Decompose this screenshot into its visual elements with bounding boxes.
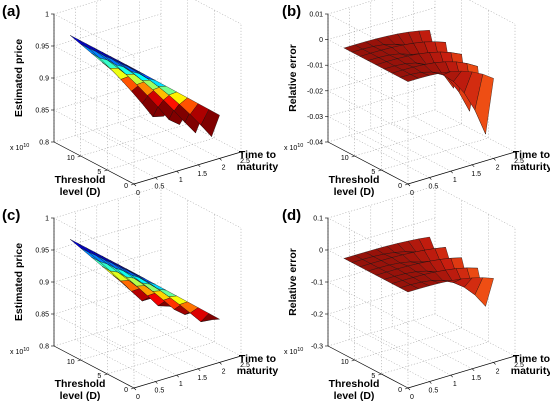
y-tick-label: 0 bbox=[124, 183, 128, 190]
panel-label: (c) bbox=[2, 207, 20, 224]
surface-cell bbox=[69, 239, 89, 253]
x-tick-label: 0 bbox=[136, 190, 140, 197]
z-tick-label: 0.95 bbox=[35, 44, 49, 51]
y-tick-label: 10 bbox=[341, 359, 349, 366]
z-tick-label: 0.01 bbox=[309, 12, 323, 19]
y-tick-label: 0 bbox=[398, 183, 402, 190]
x-tick-label: 2.5 bbox=[514, 362, 524, 369]
z-tick-label: 0.8 bbox=[39, 344, 49, 351]
tick-labels: 0 0.5 1 1.5 2 2.5 0 5 10 -0.3 -0.2 -0.1 0 0.1 bbox=[311, 216, 524, 402]
y-tick-label: 10 bbox=[67, 359, 75, 366]
surface bbox=[343, 236, 494, 307]
z-tick-label: -0.2 bbox=[311, 312, 323, 319]
x-tick-label: 0 bbox=[410, 394, 414, 401]
surface bbox=[69, 35, 220, 137]
y-tick-label: 5 bbox=[371, 169, 375, 176]
x-axis-title: Time to maturity bbox=[511, 149, 550, 173]
x-axis-title: Time to maturity bbox=[237, 353, 279, 377]
y-tick-label: 0 bbox=[124, 387, 128, 394]
panel-a: 0 0.5 1 1.5 2 2.5 0 5 10 0.8 0.85 0.9 0.95 1 x 1010 Tim… bbox=[2, 0, 278, 198]
x-tick-label: 0.5 bbox=[155, 388, 165, 395]
y-exponent-label: x 1010 bbox=[10, 143, 29, 152]
z-tick-label: 0 bbox=[319, 37, 323, 44]
axis-frame bbox=[53, 218, 242, 389]
surface-cell bbox=[474, 73, 494, 135]
x-tick-label: 0.5 bbox=[429, 184, 439, 191]
surface bbox=[343, 30, 494, 135]
surface-cell bbox=[474, 277, 494, 307]
z-tick-label: 0.95 bbox=[35, 248, 49, 255]
z-tick-label: 0.9 bbox=[39, 76, 49, 83]
surface-cell bbox=[200, 109, 220, 137]
x-tick-label: 0.5 bbox=[155, 184, 165, 191]
z-axis-title: Estimated price bbox=[13, 39, 25, 117]
x-tick-label: 2.5 bbox=[514, 158, 524, 165]
z-axis-title: Relative error bbox=[287, 44, 299, 112]
x-tick-label: 1 bbox=[179, 381, 183, 388]
panel-label: (b) bbox=[282, 3, 301, 20]
z-axis-title: Estimated price bbox=[13, 243, 25, 321]
y-axis-title: Threshold level (D) bbox=[329, 378, 380, 402]
x-tick-label: 1.5 bbox=[471, 375, 481, 382]
z-tick-label: 0.85 bbox=[35, 312, 49, 319]
x-tick-label: 1 bbox=[453, 177, 457, 184]
axis-frame bbox=[327, 14, 516, 185]
x-tick-label: 1.5 bbox=[197, 171, 207, 178]
z-tick-label: 1 bbox=[45, 216, 49, 223]
z-tick-label: 0.9 bbox=[39, 280, 49, 287]
panel-label: (a) bbox=[2, 3, 20, 20]
x-tick-label: 1 bbox=[179, 177, 183, 184]
z-tick-label: 0.85 bbox=[35, 108, 49, 115]
z-tick-label: 1 bbox=[45, 12, 49, 19]
z-tick-label: -0.01 bbox=[307, 63, 323, 70]
y-tick-label: 10 bbox=[341, 155, 349, 162]
y-exponent-label: x 1010 bbox=[10, 347, 29, 356]
x-tick-label: 2.5 bbox=[240, 362, 250, 369]
z-tick-label: -0.3 bbox=[311, 344, 323, 351]
panel-b: 0 0.5 1 1.5 2 2.5 0 5 10 -0.04 -0.03 -0.02 -0.01 0 0.0… bbox=[282, 0, 550, 198]
tick-labels: 0 0.5 1 1.5 2 2.5 0 5 10 0.8 0.85 0.9 0.95 1 bbox=[35, 216, 250, 402]
x-tick-label: 1.5 bbox=[471, 171, 481, 178]
x-axis-title: Time to maturity bbox=[511, 353, 550, 377]
z-tick-label: 0.8 bbox=[39, 140, 49, 147]
y-tick-label: 5 bbox=[371, 373, 375, 380]
y-tick-label: 10 bbox=[67, 155, 75, 162]
z-tick-label: 0.1 bbox=[313, 216, 323, 223]
x-tick-label: 2 bbox=[496, 368, 500, 375]
x-axis-title: Time to maturity bbox=[237, 149, 279, 173]
z-tick-label: -0.02 bbox=[307, 88, 323, 95]
tick-labels: 0 0.5 1 1.5 2 2.5 0 5 10 0.8 0.85 0.9 0.95 1 bbox=[35, 12, 250, 198]
surface-cell bbox=[69, 35, 89, 49]
tick-labels: 0 0.5 1 1.5 2 2.5 0 5 10 -0.04 -0.03 -0.02 -0.01 0 0.0… bbox=[307, 12, 524, 198]
z-axis-title: Relative error bbox=[287, 248, 299, 316]
x-tick-label: 1 bbox=[453, 381, 457, 388]
x-tick-label: 2 bbox=[222, 164, 226, 171]
surface bbox=[69, 239, 221, 323]
z-tick-label: -0.04 bbox=[307, 140, 323, 147]
y-axis-title: Threshold level (D) bbox=[55, 174, 106, 198]
z-tick-label: -0.03 bbox=[307, 114, 323, 121]
panel-c: 0 0.5 1 1.5 2 2.5 0 5 10 0.8 0.85 0.9 0.95 1 x 1010 Tim… bbox=[2, 185, 279, 402]
z-tick-label: 0 bbox=[319, 248, 323, 255]
x-tick-label: 2.5 bbox=[240, 158, 250, 165]
y-tick-label: 5 bbox=[97, 169, 101, 176]
panel-label: (d) bbox=[282, 207, 301, 224]
y-exponent-label: x 1010 bbox=[284, 143, 303, 152]
x-tick-label: 0.5 bbox=[429, 388, 439, 395]
y-tick-label: 5 bbox=[97, 373, 101, 380]
y-tick-label: 0 bbox=[398, 387, 402, 394]
x-tick-label: 2 bbox=[222, 368, 226, 375]
y-axis-title: Threshold level (D) bbox=[55, 378, 106, 402]
x-tick-label: 1.5 bbox=[197, 375, 207, 382]
z-tick-label: -0.1 bbox=[311, 280, 323, 287]
panel-d: 0 0.5 1 1.5 2 2.5 0 5 10 -0.3 -0.2 -0.1 0 0.1 x 1010 Ti… bbox=[282, 185, 550, 402]
surface-cell bbox=[200, 313, 221, 323]
x-tick-label: 2 bbox=[496, 164, 500, 171]
y-axis-title: Threshold level (D) bbox=[329, 174, 380, 198]
x-tick-label: 0 bbox=[136, 394, 140, 401]
x-tick-label: 0 bbox=[410, 190, 414, 197]
y-exponent-label: x 1010 bbox=[284, 347, 303, 356]
